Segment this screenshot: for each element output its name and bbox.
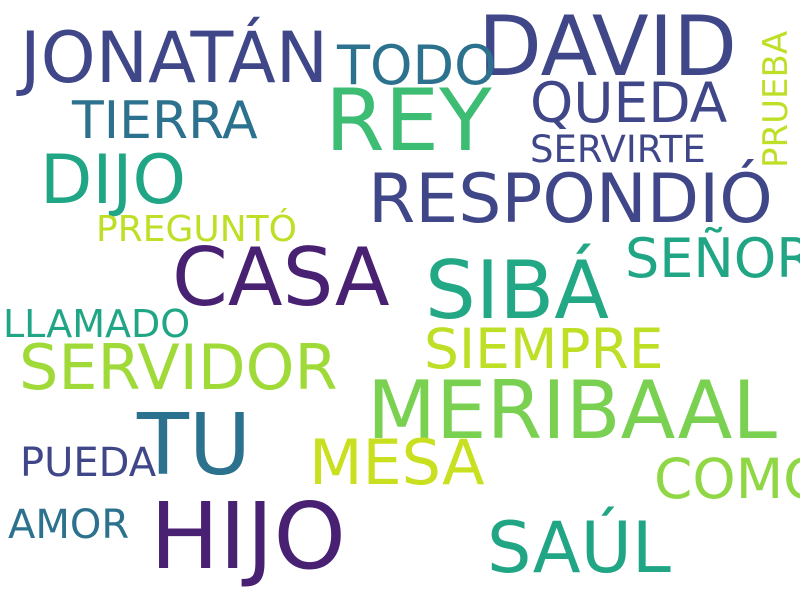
word-senor: SEÑOR (625, 227, 800, 290)
word-pueda: PUEDA (20, 440, 157, 486)
word-siba: SIBÁ (425, 243, 609, 337)
word-queda: QUEDA (530, 71, 728, 135)
word-siempre: SIEMPRE (424, 317, 663, 381)
word-meribaal: MERIBAAL (367, 364, 777, 457)
word-mesa: MESA (309, 426, 485, 499)
word-jonatan: JONATÁN (16, 17, 328, 99)
word-prueba: PRUEBA (756, 31, 796, 168)
word-hijo: HIJO (150, 483, 346, 590)
word-servidor: SERVIDOR (19, 331, 338, 404)
word-pregunto: PREGUNTÓ (96, 208, 297, 250)
word-como: COMO (654, 447, 800, 511)
word-servirte: SERVIRTE (530, 128, 706, 171)
word-david: DAVID (478, 0, 737, 95)
word-rey: REY (325, 71, 492, 171)
word-respondio: RESPONDIÓ (368, 159, 773, 239)
word-casa: CASA (172, 231, 390, 324)
word-amor: AMOR (8, 502, 129, 548)
word-llamado: LLAMADO (3, 302, 190, 346)
word-saul: SAÚL (487, 507, 671, 589)
word-todo: TODO (336, 34, 497, 97)
word-tu: TU (136, 396, 251, 495)
word-dijo: DIJO (40, 141, 186, 220)
word-tierra: TIERRA (71, 91, 258, 151)
